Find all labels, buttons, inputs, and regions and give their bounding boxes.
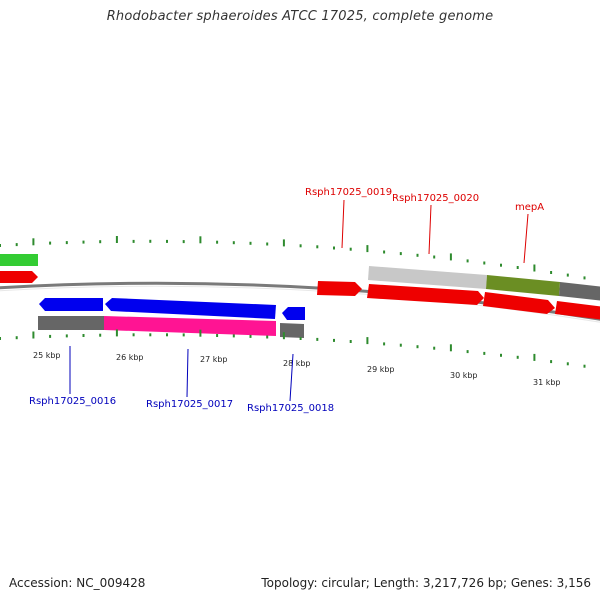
gene-label-mepA[interactable]: mepA <box>515 202 544 213</box>
gene-label-rsph0017[interactable]: Rsph17025_0017 <box>146 399 233 410</box>
gene-label-rsph0016[interactable]: Rsph17025_0016 <box>29 396 116 407</box>
gene-pink-rev[interactable] <box>104 316 276 336</box>
scale-label: 28 kbp <box>283 359 311 368</box>
leader-line <box>186 348 189 398</box>
gene-red-right[interactable] <box>555 301 600 320</box>
map-title: Rhodobacter sphaeroides ATCC 17025, comp… <box>106 9 494 24</box>
gene-green-left[interactable] <box>0 254 38 266</box>
tick-marks-upper <box>0 236 586 280</box>
gene-gray-rev-2[interactable] <box>280 323 304 338</box>
gene-label-rsph0019[interactable]: Rsph17025_0019 <box>305 187 392 198</box>
scale-label: 26 kbp <box>116 353 144 362</box>
scale-label: 27 kbp <box>200 355 228 364</box>
leader-line <box>523 213 529 264</box>
gene-right-gray[interactable] <box>559 282 600 301</box>
leader-line <box>341 199 345 249</box>
gene-rsph0017[interactable] <box>105 298 276 319</box>
leader-line <box>289 353 294 402</box>
reverse-genes <box>38 298 305 338</box>
scale-label: 29 kbp <box>367 365 395 374</box>
topology-summary: Topology: circular; Length: 3,217,726 bp… <box>261 576 591 590</box>
scale-labels: 25 kbp 26 kbp 27 kbp 28 kbp 29 kbp 30 kb… <box>33 351 561 387</box>
gene-rsph0020[interactable] <box>367 284 484 305</box>
forward-genes <box>0 254 600 320</box>
scale-label: 30 kbp <box>450 371 478 380</box>
reverse-gene-labels: Rsph17025_0016 Rsph17025_0017 Rsph17025_… <box>29 346 334 414</box>
gene-red-left[interactable] <box>0 271 38 283</box>
leader-line <box>428 204 432 255</box>
gene-mepA-olive[interactable] <box>486 275 560 296</box>
gene-rsph0019[interactable] <box>317 281 362 296</box>
gene-label-rsph0018[interactable]: Rsph17025_0018 <box>247 403 334 414</box>
gene-label-rsph0020[interactable]: Rsph17025_0020 <box>392 193 479 204</box>
scale-label: 25 kbp <box>33 351 61 360</box>
scale-label: 31 kbp <box>533 378 561 387</box>
gene-rsph0020-gray[interactable] <box>368 266 487 289</box>
tick-marks-lower <box>0 329 586 368</box>
forward-gene-labels: Rsph17025_0019 Rsph17025_0020 mepA <box>305 187 544 264</box>
gene-rsph0016[interactable] <box>39 298 103 311</box>
gene-rsph0018[interactable] <box>282 307 305 320</box>
gene-gray-rev-1[interactable] <box>38 316 104 330</box>
gene-mepA[interactable] <box>483 292 555 314</box>
accession-text: Accession: NC_009428 <box>9 576 146 590</box>
